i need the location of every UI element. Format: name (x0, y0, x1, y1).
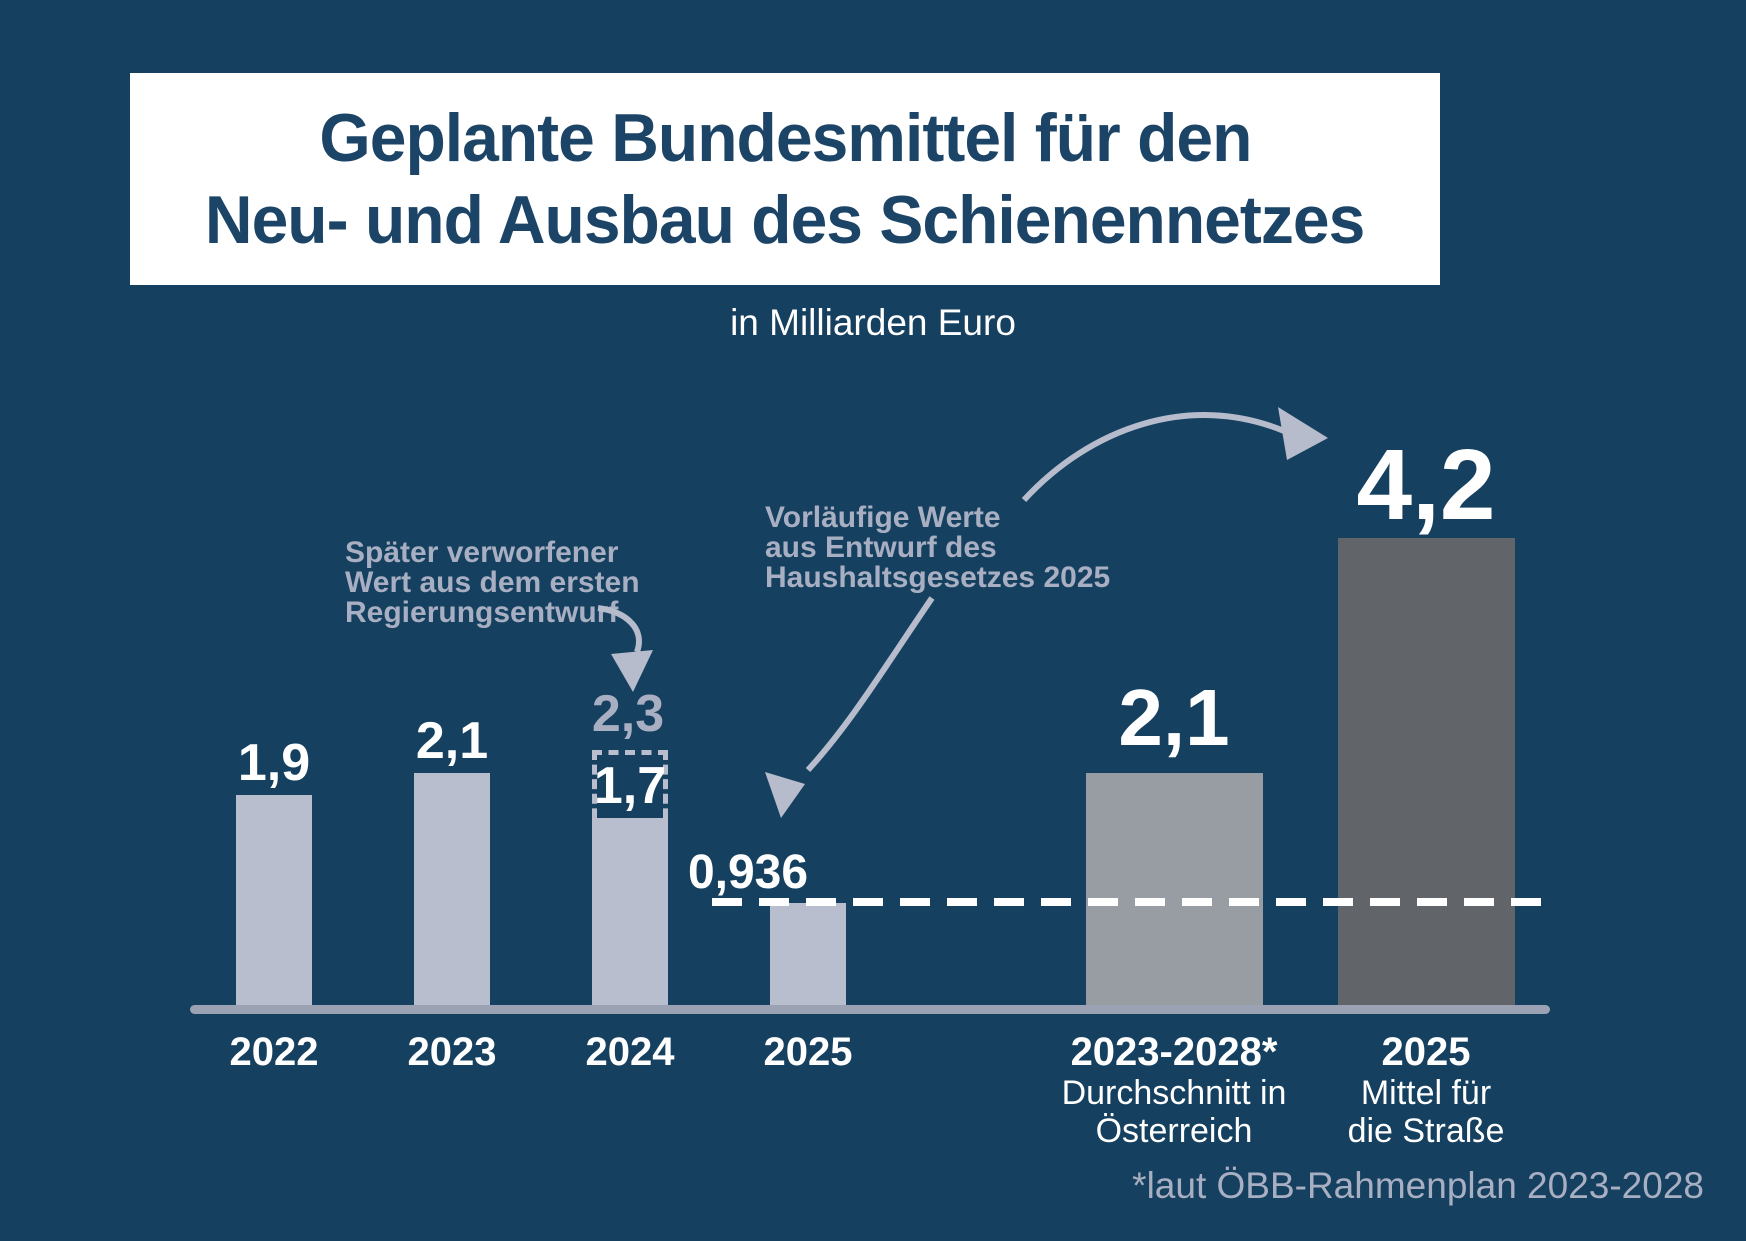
page-title-line1: Geplante Bundesmittel für den (318, 100, 1252, 176)
axis-label-2022: 2022 (194, 1030, 354, 1074)
axis-label-2024: 2024 (550, 1030, 710, 1074)
annotation-preliminary-line2: aus Entwurf des (765, 531, 997, 564)
annotation-discarded-value: Später verworfener Wert aus dem ersten R… (345, 538, 640, 628)
value-label-2025: 0,936 (687, 846, 809, 899)
axis-label-2025-text: 2025 (763, 1030, 853, 1074)
value-label-2024: 1,7 (593, 757, 667, 815)
bar-2022 (236, 795, 312, 1008)
annotation-preliminary-values: Vorläufige Werte aus Entwurf des Haushal… (765, 503, 1110, 593)
axis-label-austria-line3: Österreich (1095, 1112, 1253, 1150)
curved-arrow-icon-to-2025-bar (805, 596, 935, 773)
bar-2023 (414, 773, 490, 1008)
axis-label-road-line3: die Straße (1347, 1112, 1505, 1150)
annotation-preliminary-line3: Haushaltsgesetzes 2025 (765, 561, 1111, 594)
axis-label-austria-line2: Durchschnitt in (1061, 1074, 1287, 1112)
axis-label-austria: 2023-2028* Durchschnitt in Österreich (1024, 1030, 1324, 1150)
annotation-preliminary-line1: Vorläufige Werte (765, 501, 1001, 534)
bar-austria-average (1086, 773, 1263, 1008)
footnote: *laut ÖBB-Rahmenplan 2023-2028 (1132, 1165, 1704, 1206)
arrowhead-icon-2025 (765, 772, 805, 818)
axis-label-2023-text: 2023 (407, 1030, 497, 1074)
bar-2025 (770, 903, 846, 1008)
x-axis-line (190, 1005, 1550, 1014)
axis-label-road: 2025 Mittel für die Straße (1276, 1030, 1576, 1150)
axis-label-2025: 2025 (728, 1030, 888, 1074)
chart-unit-subtitle: in Milliarden Euro (730, 302, 1016, 343)
annotation-discarded-line2: Wert aus dem ersten (345, 566, 640, 599)
axis-label-2024-text: 2024 (585, 1030, 675, 1074)
bar-2024 (592, 818, 668, 1008)
value-label-road: 4,2 (1356, 429, 1496, 541)
axis-label-road-line2: Mittel für (1360, 1074, 1492, 1112)
axis-label-2022-text: 2022 (229, 1030, 319, 1074)
axis-label-road-line1: 2025 (1381, 1030, 1471, 1074)
value-label-2023: 2,1 (415, 712, 489, 770)
annotation-discarded-line3: Regierungsentwurf (345, 596, 619, 629)
curved-arrow-icon-to-road-bar (1021, 412, 1286, 503)
value-label-2024-discarded: 2,3 (591, 685, 665, 743)
value-label-2022: 1,9 (237, 734, 311, 792)
value-label-austria: 2,1 (1118, 673, 1230, 762)
dashed-reference-line (712, 898, 1556, 906)
annotation-discarded-line1: Später verworfener (345, 536, 619, 569)
title-box: Geplante Bundesmittel für den Neu- und A… (130, 73, 1440, 285)
bar-road-funds (1338, 538, 1515, 1008)
page-title-line2: Neu- und Ausbau des Schienennetzes (205, 182, 1365, 258)
axis-label-austria-line1: 2023-2028* (1070, 1030, 1278, 1074)
axis-label-2023: 2023 (372, 1030, 532, 1074)
